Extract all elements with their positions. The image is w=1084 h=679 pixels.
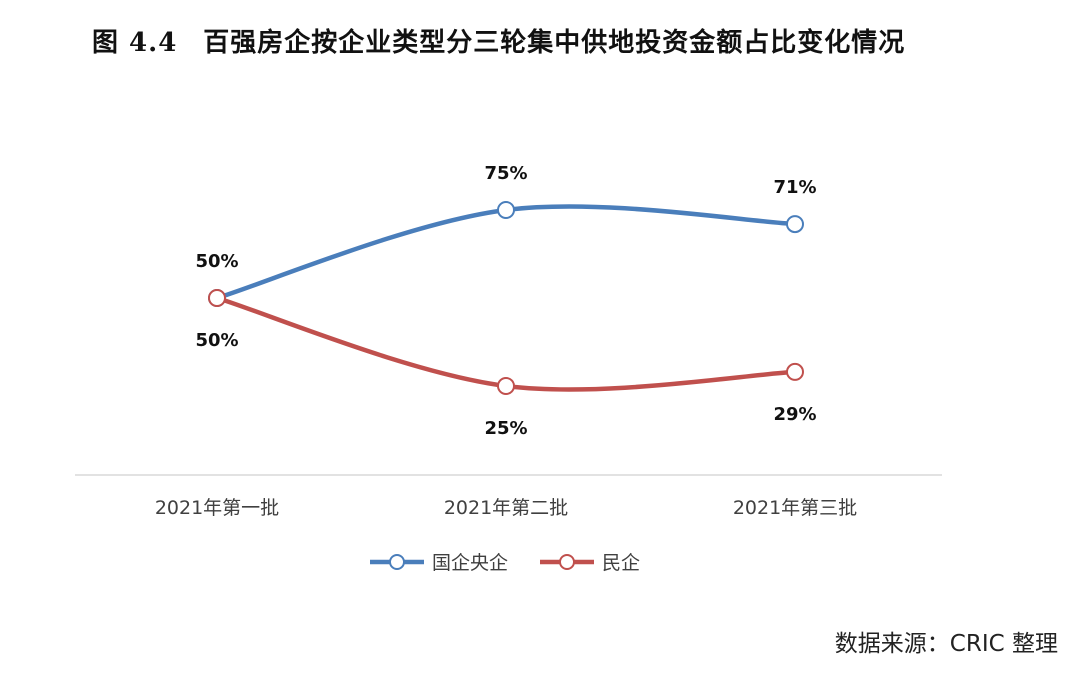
data-point[interactable] [786, 215, 804, 234]
data-label: 50% [195, 330, 238, 351]
data-label: 29% [773, 404, 816, 425]
data-label: 25% [484, 418, 527, 439]
source-note: 数据来源：CRIC 整理 [834, 631, 1058, 657]
legend-label: 国企央企 [432, 552, 508, 574]
data-label: 50% [195, 251, 238, 272]
series-2 [208, 289, 804, 395]
figure-title: 图 4.4 百强房企按企业类型分三轮集中供地投资金额占比变化情况 [92, 22, 905, 59]
figure-number: 图 4.4 [92, 28, 178, 58]
legend-item[interactable]: 民企 [540, 552, 640, 574]
x-tick-layer: 2021年第一批 2021年第二批 2021年第三批 [155, 497, 857, 519]
series-line [214, 204, 798, 301]
legend-item[interactable]: 国企央企 [370, 552, 508, 574]
data-label-layer: 50% 75% 71% 50% 25% 29% [195, 163, 816, 439]
series-1 [208, 201, 804, 307]
legend-marker [559, 554, 575, 570]
legend-marker [389, 554, 405, 570]
figure-title-text: 百强房企按企业类型分三轮集中供地投资金额占比变化情况 [203, 28, 906, 58]
data-label: 75% [484, 163, 527, 184]
legend-label: 民企 [602, 552, 640, 574]
data-label: 71% [773, 177, 816, 198]
legend[interactable]: 国企央企 民企 [370, 552, 640, 574]
data-point[interactable] [497, 201, 515, 219]
x-tick-label: 2021年第二批 [444, 497, 568, 519]
data-point[interactable] [786, 362, 804, 381]
series-layer [208, 201, 804, 395]
x-tick-label: 2021年第一批 [155, 497, 279, 519]
data-point[interactable] [497, 377, 515, 395]
data-point[interactable] [208, 289, 226, 307]
series-line [214, 295, 798, 392]
x-tick-label: 2021年第三批 [733, 497, 857, 519]
